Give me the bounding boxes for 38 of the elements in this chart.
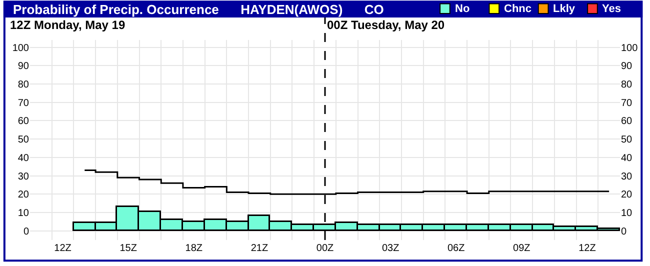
y2-tick-label: 50 (621, 134, 633, 146)
y-tick-label: 20 (18, 190, 30, 201)
x-tick-label: 09Z (513, 243, 530, 254)
y-tick-label: 100 (12, 42, 30, 54)
ref-line-label: 00Z Tuesday, May 20 (327, 18, 445, 32)
legend-label: Chnc (504, 3, 532, 15)
y-tick-label: 80 (18, 80, 30, 91)
y2-tick-label: 10 (621, 208, 633, 219)
y2-tick-label: 90 (621, 61, 633, 72)
text: 12Z Monday, May 19 (10, 18, 126, 32)
legend-label: Lkly (553, 3, 576, 15)
y2-tick-label: 80 (621, 80, 633, 91)
y2-tick-label: 100 (621, 42, 638, 54)
y2-tick-label: 20 (621, 190, 633, 201)
y-tick-label: 10 (18, 208, 30, 219)
y-tick-label: 90 (18, 61, 30, 72)
x-tick-label: 15Z (120, 243, 137, 254)
y-tick-label: 70 (18, 98, 30, 109)
y2-tick-label: 40 (621, 152, 633, 164)
x-tick-label: 00Z (316, 243, 334, 254)
y-tick-label: 30 (18, 171, 30, 182)
y2-tick-label: 60 (621, 116, 633, 128)
y2-tick-label: 30 (621, 171, 633, 182)
y-tick-label: 0 (23, 226, 30, 238)
x-tick-label: 12Z (54, 243, 72, 254)
x-tick-label: 06Z (447, 243, 465, 254)
x-tick-label: 18Z (185, 243, 203, 254)
y-tick-label: 50 (18, 134, 30, 146)
legend-label: Yes (602, 3, 621, 15)
x-tick-label: 21Z (250, 243, 268, 254)
y-tick-label: 60 (18, 116, 30, 128)
y-tick-label: 40 (18, 152, 30, 164)
y2-tick-label: 0 (621, 226, 627, 238)
legend-label: No (455, 3, 470, 15)
x-tick-label: 03Z (382, 243, 400, 254)
x-tick-label: 12Z (578, 243, 596, 254)
y2-tick-label: 70 (621, 98, 633, 109)
chart-title: Probability of Precip. Occurrence HAYDEN(AWOS) CO (13, 2, 384, 17)
